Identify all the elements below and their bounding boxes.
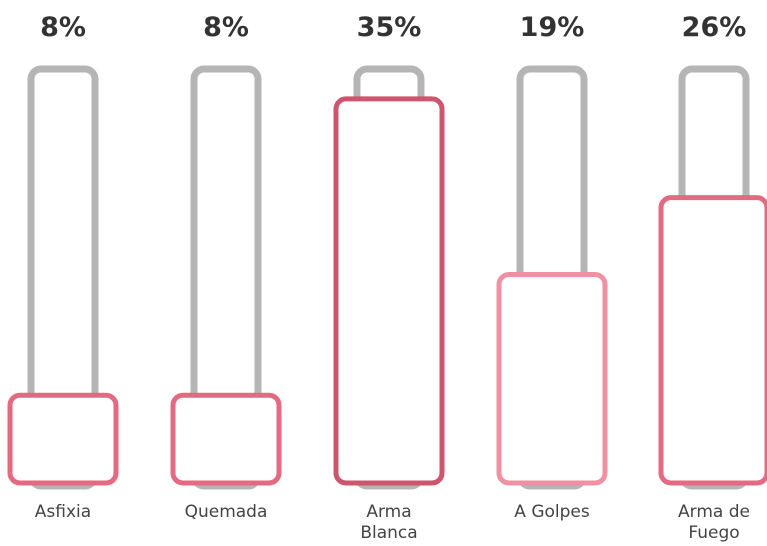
value-label-2: 8% — [203, 12, 249, 43]
bar-1 — [7, 392, 119, 486]
category-label-3: Arma Blanca — [360, 502, 417, 543]
track-1 — [27, 65, 99, 490]
bar-3 — [333, 96, 445, 486]
value-label-4: 19% — [520, 12, 585, 43]
value-label-1: 8% — [40, 12, 86, 43]
bar-4 — [496, 272, 608, 486]
value-label-3: 35% — [357, 12, 422, 43]
category-label-1: Asfixia — [35, 502, 91, 522]
category-label-2: Quemada — [185, 502, 268, 522]
bar-2 — [170, 392, 282, 486]
value-label-5: 26% — [682, 12, 747, 43]
track-2 — [190, 65, 262, 490]
category-label-5: Arma de Fuego — [678, 502, 750, 543]
category-label-4: A Golpes — [514, 502, 590, 522]
bar-5 — [658, 195, 767, 486]
